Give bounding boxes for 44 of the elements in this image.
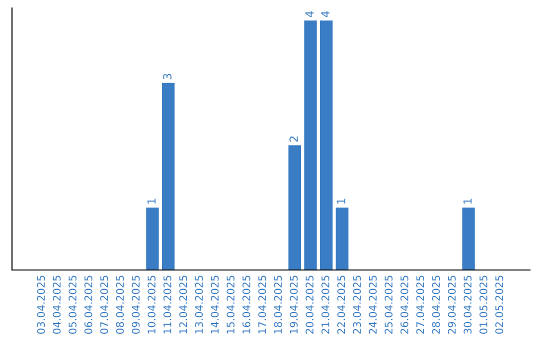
data-label: 1: [337, 198, 346, 204]
x-tick-label: 02.05.2025: [495, 276, 504, 334]
x-tick-label: 28.04.2025: [432, 276, 440, 334]
x-tick-label: 07.04.2025: [100, 276, 108, 334]
x-tick-label: 23.04.2025: [353, 276, 361, 334]
x-tick-label: 29.04.2025: [448, 276, 456, 334]
bar: [288, 145, 302, 270]
x-tick-label: 15.04.2025: [226, 276, 235, 334]
x-tick-label: 01.05.2025: [479, 276, 488, 334]
x-tick-label: 05.04.2025: [68, 276, 76, 334]
x-tick-label: 04.04.2025: [52, 276, 61, 334]
x-tick-label: 19.04.2025: [290, 276, 298, 334]
x-tick-label: 20.04.2025: [306, 276, 314, 334]
x-tick-label: 06.04.2025: [84, 276, 92, 334]
data-label: 2: [290, 136, 298, 142]
x-tick-label: 21.04.2025: [321, 276, 330, 334]
x-tick-label: 24.04.2025: [368, 276, 377, 334]
data-label: 1: [147, 198, 156, 204]
x-tick-label: 30.04.2025: [464, 276, 472, 334]
data-label: 3: [163, 74, 172, 80]
bar: [146, 208, 159, 270]
bar: [162, 82, 175, 270]
x-tick-label: 12.04.2025: [179, 276, 188, 334]
x-tick-label: 22.04.2025: [337, 276, 346, 334]
x-tick-label: 11.04.2025: [163, 276, 172, 334]
x-tick-label: 10.04.2025: [148, 276, 156, 334]
x-tick-label: 26.04.2025: [400, 276, 408, 334]
x-tick-label: 27.04.2025: [416, 276, 424, 334]
x-tick-label: 03.04.2025: [37, 276, 45, 334]
bar: [304, 20, 317, 270]
bar: [320, 20, 333, 270]
x-tick-label: 25.04.2025: [384, 276, 393, 334]
x-tick-label: 17.04.2025: [258, 276, 266, 334]
x-tick-label: 09.04.2025: [132, 276, 140, 334]
x-tick-label: 16.04.2025: [242, 276, 250, 334]
x-tick-label: 18.04.2025: [274, 276, 282, 334]
data-label: 4: [321, 11, 330, 18]
data-label: 4: [305, 11, 314, 18]
bar: [336, 208, 348, 270]
x-tick-label: 14.04.2025: [210, 276, 219, 334]
x-tick-label: 13.04.2025: [195, 276, 203, 334]
x-tick-label: 08.04.2025: [116, 276, 124, 334]
data-label: 1: [463, 198, 472, 204]
bar: [462, 208, 475, 270]
